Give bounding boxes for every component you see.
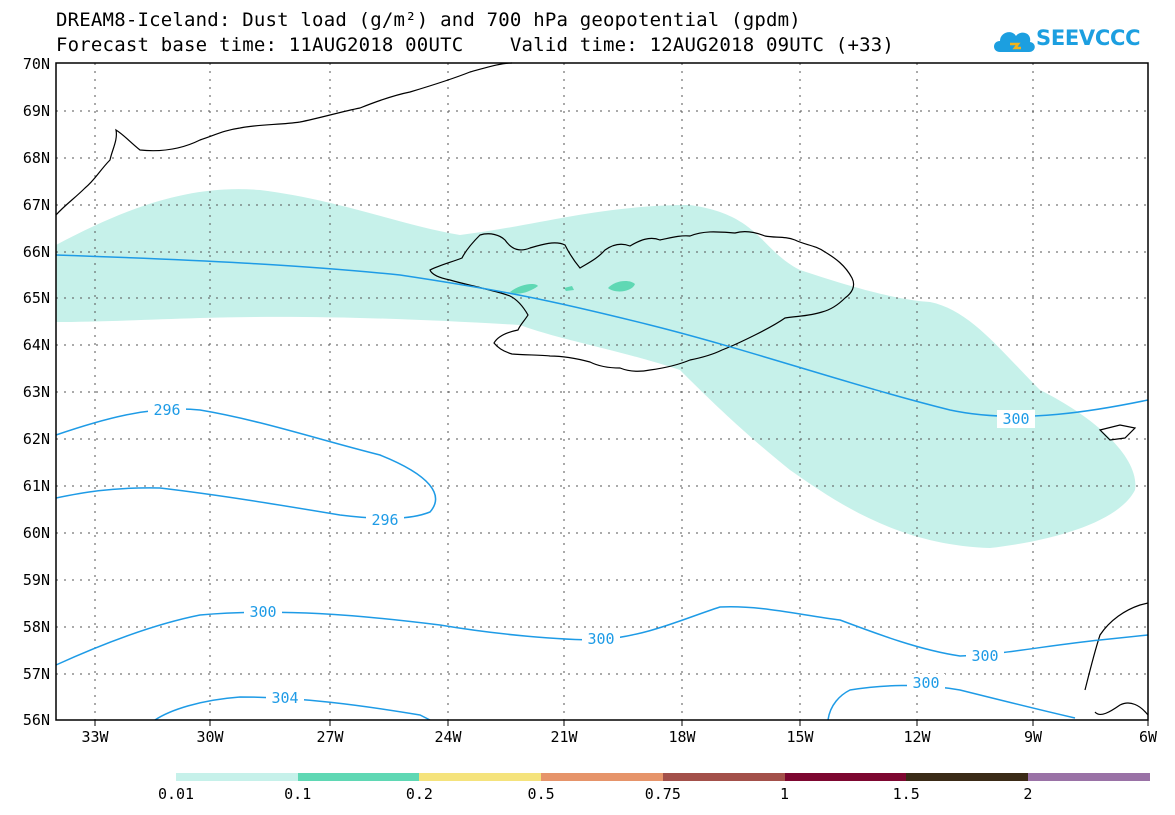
lon-label: 27W — [316, 728, 344, 746]
lat-label: 70N — [22, 55, 50, 73]
colorbar-label: 1.5 — [892, 785, 920, 803]
colorbar-label: 1 — [779, 785, 790, 803]
colorbar-label: 2 — [1023, 785, 1033, 803]
contour-label: 304 — [271, 689, 299, 707]
lat-label: 60N — [22, 524, 50, 542]
dust-patch — [608, 280, 635, 292]
lon-label: 6W — [1138, 728, 1158, 746]
contour-304 — [154, 696, 431, 721]
lon-label: 18W — [668, 728, 696, 746]
lat-label: 62N — [22, 430, 50, 448]
contour-label: 300 — [1002, 410, 1030, 428]
cloud-icon — [994, 32, 1035, 52]
colorbar-label: 0.5 — [527, 785, 555, 803]
contour-label: 300 — [971, 647, 999, 665]
lon-label: 24W — [434, 728, 462, 746]
contour-296-north — [55, 408, 437, 520]
lat-label: 61N — [22, 477, 50, 495]
colorbar-segment — [906, 773, 1029, 781]
colorbar-segment — [662, 773, 785, 781]
lat-label: 66N — [22, 243, 50, 261]
lat-label: 64N — [22, 336, 50, 354]
dust-patch — [510, 284, 538, 294]
seevccc-logo: SEEVCCC — [990, 22, 1141, 58]
colorbar-label: 0.2 — [405, 785, 433, 803]
lat-label: 67N — [22, 196, 50, 214]
lat-label: 58N — [22, 618, 50, 636]
axis-ticks — [94, 720, 1149, 726]
lon-label: 9W — [1023, 728, 1043, 746]
colorbar-label: 0.75 — [644, 785, 681, 803]
dust-plume — [56, 189, 1136, 548]
faroe-coast — [1098, 424, 1137, 441]
lat-label: 63N — [22, 383, 50, 401]
logo-text: SEEVCCC — [1036, 26, 1141, 50]
lat-label: 56N — [22, 711, 50, 729]
greenland-coast — [55, 62, 513, 216]
lon-label: 21W — [550, 728, 578, 746]
map-title: DREAM8-Iceland: Dust load (g/m²) and 700… — [56, 9, 801, 31]
lon-label: 33W — [81, 728, 109, 746]
grid-lines — [56, 63, 1148, 720]
colorbar-segment — [541, 773, 664, 781]
contour-label: 300 — [912, 674, 940, 692]
contour-300-south — [827, 684, 1076, 721]
lon-label: 15W — [786, 728, 814, 746]
contour-label-group — [148, 401, 1035, 707]
contour-label: 296 — [153, 401, 181, 419]
coastlines — [55, 62, 1149, 716]
iceland-coast — [429, 230, 855, 372]
colorbar-segment — [176, 773, 298, 781]
lat-label: 65N — [22, 289, 50, 307]
dust-patch — [564, 286, 574, 291]
lat-label: 68N — [22, 149, 50, 167]
colorbar-segment — [1027, 773, 1150, 781]
lat-label: 59N — [22, 571, 50, 589]
lat-label: 57N — [22, 665, 50, 683]
contour-label: 300 — [249, 603, 277, 621]
contour-label: 300 — [587, 630, 615, 648]
colorbar-segment — [784, 773, 907, 781]
contour-label: 296 — [371, 511, 399, 529]
colorbar-segment — [419, 773, 542, 781]
scotland-coast — [1084, 602, 1149, 716]
map-frame — [55, 62, 1149, 721]
lon-label: 30W — [196, 728, 224, 746]
forecast-time-line: Forecast base time: 11AUG2018 00UTC Vali… — [56, 34, 895, 56]
colorbar-label: 0.01 — [157, 785, 195, 803]
lon-label: 12W — [903, 728, 931, 746]
lat-label: 69N — [22, 102, 50, 120]
colorbar-segment — [297, 773, 420, 781]
colorbar-label: 0.1 — [284, 785, 312, 803]
